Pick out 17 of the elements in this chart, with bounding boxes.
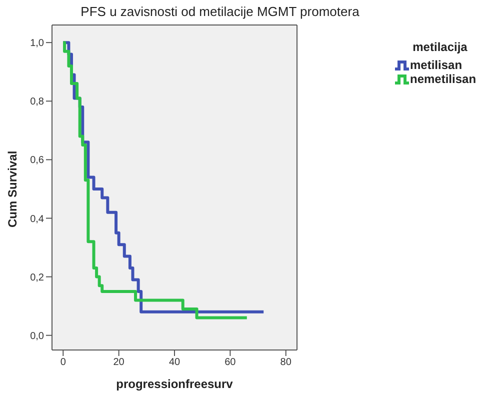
x-axis-title: progressionfreesurv [116,377,234,391]
x-tick-label: 80 [280,357,292,368]
y-tick-label: 0,8 [30,96,44,108]
chart-title: PFS u zavisnosti od metilacije MGMT promotera [80,4,360,19]
y-tick-label: 0,4 [30,214,44,225]
legend-label: nemetilisan [410,72,476,86]
legend-label: metilisan [410,58,462,72]
x-tick-label: 40 [168,357,180,368]
y-tick-label: 0,6 [30,155,44,166]
y-tick-label: 1,0 [30,38,44,50]
y-tick-label: 0,2 [30,272,44,284]
legend-title: metilacija [412,40,468,54]
x-tick-label: 0 [60,357,66,368]
x-tick-label: 60 [224,357,236,368]
y-tick-label: 0,0 [30,330,44,342]
y-axis-title: Cum Survival [5,150,20,228]
x-tick-label: 20 [113,357,125,368]
